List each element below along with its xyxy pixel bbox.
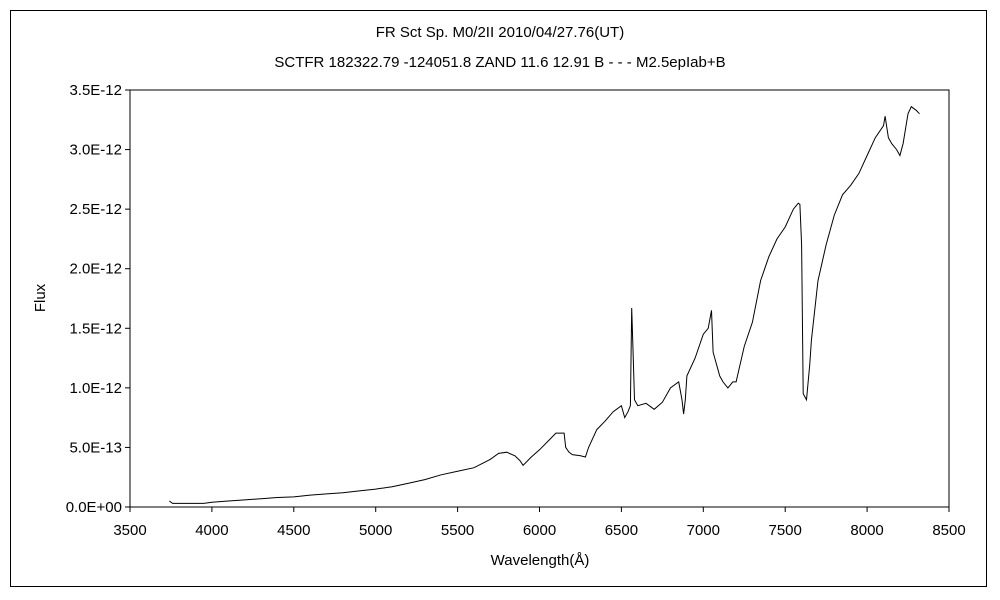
x-tick-label: 7000 xyxy=(687,522,720,539)
plot-area xyxy=(129,89,950,508)
x-axis: 3500 4000 4500 5000 5500 6000 6500 7000 7500 8000… xyxy=(113,507,966,539)
x-tick-label: 4000 xyxy=(195,522,228,539)
y-axis: 0.0E+00 5.0E-13 1.0E-12 1.5E-12 2.0E-12 2.5E-… xyxy=(66,82,130,516)
x-tick-label: 8000 xyxy=(850,522,883,539)
chart-subtitle: SCTFR 182322.79 -124051.8 ZAND 11.6 12.9… xyxy=(274,54,726,71)
y-tick-label: 1.0E-12 xyxy=(69,380,122,397)
y-tick-label: 5.0E-13 xyxy=(69,439,122,456)
x-tick-label: 4500 xyxy=(277,522,310,539)
y-tick-label: 2.5E-12 xyxy=(69,201,122,218)
x-tick-label: 3500 xyxy=(113,522,146,539)
x-tick-label: 7500 xyxy=(769,522,802,539)
chart-title: FR Sct Sp. M0/2II 2010/04/27.76(UT) xyxy=(375,24,625,41)
y-tick-label: 3.0E-12 xyxy=(69,142,122,159)
y-tick-label: 2.0E-12 xyxy=(69,261,122,278)
chart-frame xyxy=(10,10,987,587)
x-tick-label: 6500 xyxy=(605,522,638,539)
y-tick-label: 0.0E+00 xyxy=(66,499,122,516)
x-tick-label: 5500 xyxy=(441,522,474,539)
x-tick-label: 6000 xyxy=(523,522,556,539)
spectrum-line xyxy=(169,105,920,504)
x-axis-label: Wavelength(Å) xyxy=(491,552,590,569)
y-tick-label: 1.5E-12 xyxy=(69,320,122,337)
x-tick-label: 5000 xyxy=(359,522,392,539)
y-tick-label: 3.5E-12 xyxy=(69,82,122,99)
x-tick-label: 8500 xyxy=(932,522,965,539)
y-axis-label: Flux xyxy=(32,283,49,312)
